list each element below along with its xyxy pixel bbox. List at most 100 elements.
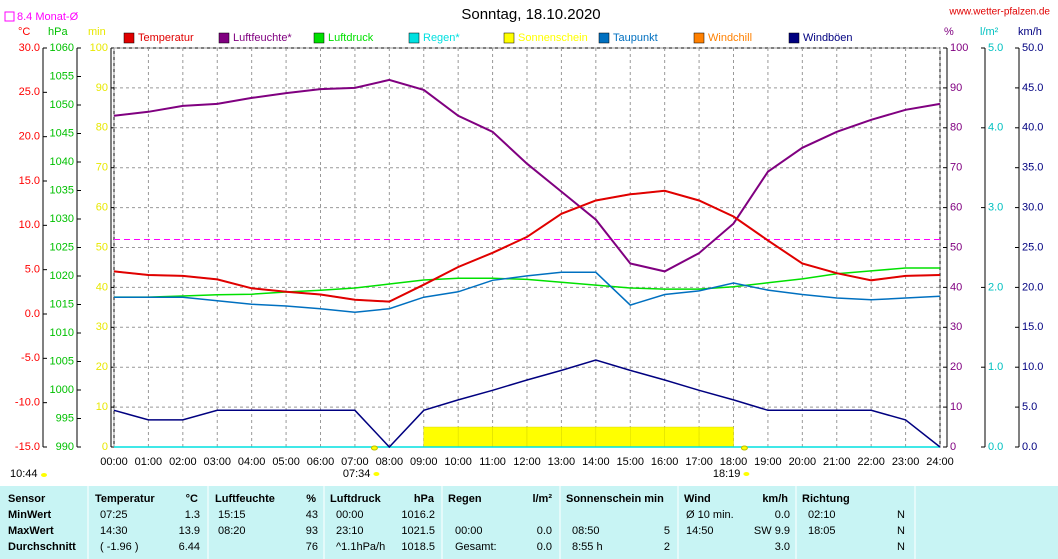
legend-label: Sonnenschein [518, 32, 588, 44]
axis-tick-label: 20 [950, 361, 962, 373]
table-cell: 6.44 [179, 541, 200, 553]
x-tick-label: 19:00 [754, 456, 782, 468]
legend-swatch [693, 32, 705, 44]
legend-label: Regen* [423, 32, 460, 44]
current-time-icon [41, 473, 47, 477]
x-tick-label: 00:00 [100, 456, 128, 468]
legend-label: Windchill [708, 32, 752, 44]
row-label: MinWert [8, 509, 52, 521]
legend-swatch [408, 32, 420, 44]
monthly-average-icon [4, 11, 15, 22]
axis-tick-label: 50.0 [1022, 42, 1043, 54]
series-line [114, 267, 940, 298]
axis-tick-label: 1020 [50, 270, 74, 282]
legend-swatch [788, 32, 800, 44]
x-tick-label: 06:00 [307, 456, 335, 468]
axis-tick-label: 90 [950, 82, 962, 94]
axis-tick-label: 10.0 [1022, 361, 1043, 373]
legend-label: Luftdruck [328, 32, 374, 44]
axis-tick-label: 0.0 [25, 308, 40, 320]
axis-tick-label: 1005 [50, 355, 74, 367]
x-tick-label: 22:00 [857, 456, 885, 468]
legend-swatch [598, 32, 610, 44]
x-tick-label: 03:00 [203, 456, 231, 468]
axis-tick-label: 1040 [50, 156, 74, 168]
table-cell: N [897, 509, 905, 521]
table-cell: 08:50 [572, 525, 600, 537]
table-header: l/m² [532, 493, 552, 505]
legend-label: Taupunkt [613, 32, 658, 44]
axis-tick-label: 4.0 [988, 122, 1003, 134]
axis-tick-label: 15.0 [19, 175, 40, 187]
x-tick-label: 20:00 [789, 456, 817, 468]
table-cell: 76 [306, 541, 318, 553]
table-cell: 14:50 [686, 525, 714, 537]
axis-tick-label: 15.0 [1022, 321, 1043, 333]
axis-tick-label: 1030 [50, 213, 74, 225]
legend-label: Temperatur [138, 32, 194, 44]
table-header: Sonnenschein min [566, 493, 664, 505]
axis-unit: % [944, 26, 954, 38]
series-line [114, 271, 941, 313]
axis-tick-label: 1015 [50, 298, 74, 310]
axis-tick-label: 1035 [50, 184, 74, 196]
x-tick-label: 15:00 [616, 456, 644, 468]
axis-tick-label: 30.0 [19, 42, 40, 54]
table-header: Sensor [8, 493, 46, 505]
axis-tick-label: 100 [950, 42, 968, 54]
axis-tick-label: 2.0 [988, 281, 1003, 293]
axis-tick-label: 60 [96, 202, 108, 214]
table-header: °C [186, 493, 198, 505]
legend-swatch [503, 32, 515, 44]
axis-tick-label: 1055 [50, 70, 74, 82]
axis-tick-label: 25.0 [19, 86, 40, 98]
axis-tick-label: 80 [96, 122, 108, 134]
table-cell: 23:10 [336, 525, 364, 537]
sun-bar [698, 426, 734, 448]
table-header: Richtung [802, 493, 850, 505]
axis-tick-label: 45.0 [1022, 82, 1043, 94]
axis-tick-label: 40 [96, 281, 108, 293]
axis-tick-label: 1045 [50, 127, 74, 139]
axis-tick-label: 5.0 [1022, 401, 1037, 413]
x-tick-label: 18:00 [720, 456, 748, 468]
axis-tick-label: -5.0 [21, 352, 40, 364]
sunrise-icon [373, 472, 380, 476]
x-tick-label: 01:00 [135, 456, 163, 468]
table-cell: N [897, 525, 905, 537]
table-cell: 0.0 [537, 541, 552, 553]
axis-tick-label: 1000 [50, 384, 74, 396]
sun-bar [630, 426, 665, 448]
axis-tick-label: 35.0 [1022, 162, 1043, 174]
axis-tick-label: 30 [96, 321, 108, 333]
table-cell: 00:00 [336, 509, 364, 521]
sun-bar [423, 426, 459, 448]
axis-tick-label: -15.0 [15, 441, 40, 453]
axis-tick-label: 20.0 [19, 131, 40, 143]
table-cell: N [897, 541, 905, 553]
axis-tick-label: 70 [96, 162, 108, 174]
axis-tick-label: -10.0 [15, 397, 40, 409]
axis-tick-label: 10.0 [19, 219, 40, 231]
source: www.wetter-pfalzen.de [948, 7, 1050, 18]
table-cell: 1016.2 [401, 509, 435, 521]
axis-unit: hPa [48, 26, 68, 38]
legend-swatch [218, 32, 230, 44]
x-tick-label: 24:00 [926, 456, 954, 468]
axis-tick-label: 90 [96, 82, 108, 94]
sunset-label: 18:19 [713, 468, 741, 480]
axis-tick-label: 995 [56, 412, 74, 424]
x-tick-label: 16:00 [651, 456, 679, 468]
axis-tick-label: 1050 [50, 99, 74, 111]
sunset-icon [743, 472, 750, 476]
sun-bar [561, 426, 597, 448]
row-label: Durchschnitt [8, 541, 76, 553]
axis-tick-label: 20 [96, 361, 108, 373]
table-cell: 00:00 [455, 525, 483, 537]
current-time: 10:44 [10, 468, 38, 480]
table-header: Regen [448, 493, 482, 505]
table-cell: 1018.5 [401, 541, 435, 553]
sun-bar [457, 426, 493, 448]
axis-tick-label: 60 [950, 202, 962, 214]
